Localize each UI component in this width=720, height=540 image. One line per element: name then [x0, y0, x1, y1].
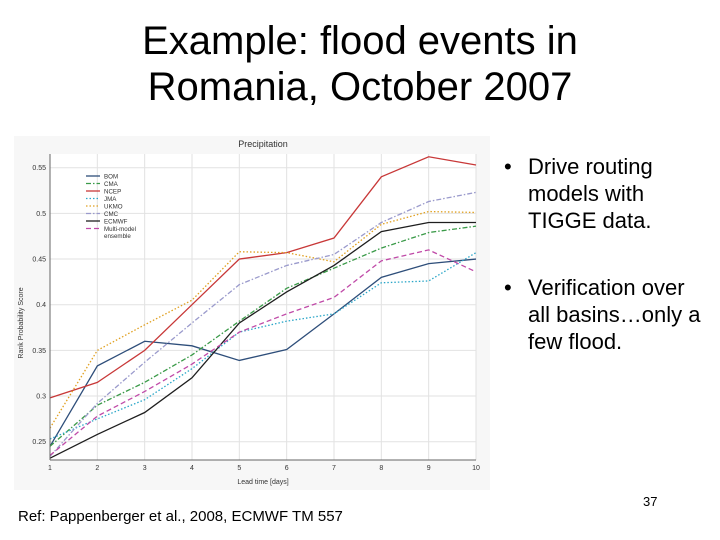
legend-label: BOM [104, 174, 118, 181]
y-tick-label: 0.25 [32, 439, 46, 446]
bullet-glyph: • [504, 275, 512, 300]
slide-title-line-2: Romania, October 2007 [147, 65, 573, 109]
legend-label: Multi-model [104, 226, 136, 233]
x-tick-label: 3 [143, 465, 147, 472]
x-tick-label: 6 [285, 465, 289, 472]
legend-label: ECMWF [104, 219, 128, 226]
series-line-cma [49, 225, 477, 447]
legend-label: NCEP [104, 189, 121, 196]
legend-label: UKMO [104, 204, 123, 211]
series-line-jma [49, 252, 477, 440]
page-number: 37 [643, 494, 658, 509]
legend-label: CMC [104, 211, 119, 218]
slide-title-line-1: Example: flood events in [142, 19, 578, 63]
y-tick-label: 0.3 [36, 394, 46, 401]
legend-label: ensemble [104, 233, 131, 240]
bullet-item-routing: • Drive routing models with TIGGE data. [500, 153, 710, 234]
x-tick-label: 9 [427, 465, 431, 472]
chart-svg: Precipitation 0.25 0.3 0.35 0.4 0.45 0.5 0.55 1… [14, 136, 490, 490]
x-tick-label: 4 [190, 465, 194, 472]
reference-citation: Ref: Pappenberger et al., 2008, ECMWF TM… [18, 508, 343, 525]
x-tick-label: 7 [332, 465, 336, 472]
y-tick-label: 0.4 [36, 302, 46, 309]
y-tick-label: 0.35 [32, 348, 46, 355]
x-tick-label: 2 [95, 465, 99, 472]
bullet-text: Drive routing models with TIGGE data. [528, 154, 653, 233]
series-line-ncep [49, 156, 477, 399]
chart-title: Precipitation [238, 139, 288, 149]
x-tick-label: 5 [237, 465, 241, 472]
bullet-text: Verification over all basins…only a few … [528, 275, 701, 354]
precipitation-chart: Precipitation 0.25 0.3 0.35 0.4 0.45 0.5 0.55 1… [14, 136, 490, 490]
chart-series-group [49, 156, 477, 459]
bullet-list: • Drive routing models with TIGGE data. … [500, 153, 710, 395]
x-tick-label: 1 [48, 465, 52, 472]
chart-axes: 0.25 0.3 0.35 0.4 0.45 0.5 0.55 1 2 3 4 5 6 7 8 9 10 [32, 154, 480, 472]
slide-title: Example: flood events in Romania, Octobe… [60, 18, 660, 110]
series-line-multi-model-ensemble [49, 249, 477, 456]
y-tick-label: 0.55 [32, 165, 46, 172]
legend-label: CMA [104, 181, 119, 188]
x-axis-label: Lead time [days] [237, 479, 288, 486]
series-line-cmc [49, 191, 477, 457]
y-tick-label: 0.45 [32, 257, 46, 264]
y-tick-label: 0.5 [36, 211, 46, 218]
x-tick-label: 10 [472, 465, 480, 472]
y-axis-label: Rank Probability Score [18, 287, 25, 358]
legend-label: JMA [104, 196, 117, 203]
chart-legend: BOMCMANCEPJMAUKMOCMCECMWFMulti-modelense… [86, 174, 136, 240]
x-tick-label: 8 [379, 465, 383, 472]
bullet-glyph: • [504, 154, 512, 179]
bullet-item-verification: • Verification over all basins…only a fe… [500, 274, 710, 355]
series-line-bom [49, 258, 477, 447]
series-line-ecmwf [49, 221, 476, 459]
